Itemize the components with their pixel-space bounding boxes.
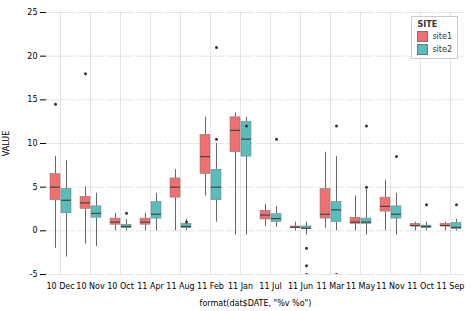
svg-text:11 Feb: 11 Feb: [197, 282, 224, 291]
svg-text:11 Sep: 11 Sep: [437, 282, 465, 291]
svg-text:format(dat$DATE, "%v %o"): format(dat$DATE, "%v %o"): [200, 299, 312, 308]
svg-text:25: 25: [27, 8, 37, 17]
svg-text:10 Dec: 10 Dec: [46, 282, 74, 291]
svg-text:11 May: 11 May: [346, 282, 376, 291]
html-text:SITE: SITE: [417, 20, 438, 29]
svg-text:11 Apr: 11 Apr: [137, 282, 164, 291]
svg-text:11 Nov: 11 Nov: [376, 282, 405, 291]
html-text:site1: site1: [432, 32, 452, 41]
svg-text:10 Oct: 10 Oct: [107, 282, 134, 291]
svg-text:10: 10: [27, 139, 37, 148]
svg-text:VALUE: VALUE: [2, 131, 11, 156]
svg-text:5: 5: [32, 183, 37, 192]
svg-text:10 Nov: 10 Nov: [76, 282, 105, 291]
svg-text:11 Oct: 11 Oct: [407, 282, 434, 291]
svg-text:11 Mar: 11 Mar: [317, 282, 346, 291]
svg-text:-5: -5: [30, 270, 38, 279]
svg-text:0: 0: [32, 226, 37, 235]
svg-text:11 Jan: 11 Jan: [228, 282, 253, 291]
svg-text:15: 15: [27, 95, 37, 104]
html-text:site2: site2: [432, 45, 452, 54]
svg-text:11 Aug: 11 Aug: [166, 282, 194, 291]
svg-text:20: 20: [27, 52, 37, 61]
svg-text:11 Jun: 11 Jun: [288, 282, 313, 291]
svg-text:11 Jul: 11 Jul: [259, 282, 281, 291]
